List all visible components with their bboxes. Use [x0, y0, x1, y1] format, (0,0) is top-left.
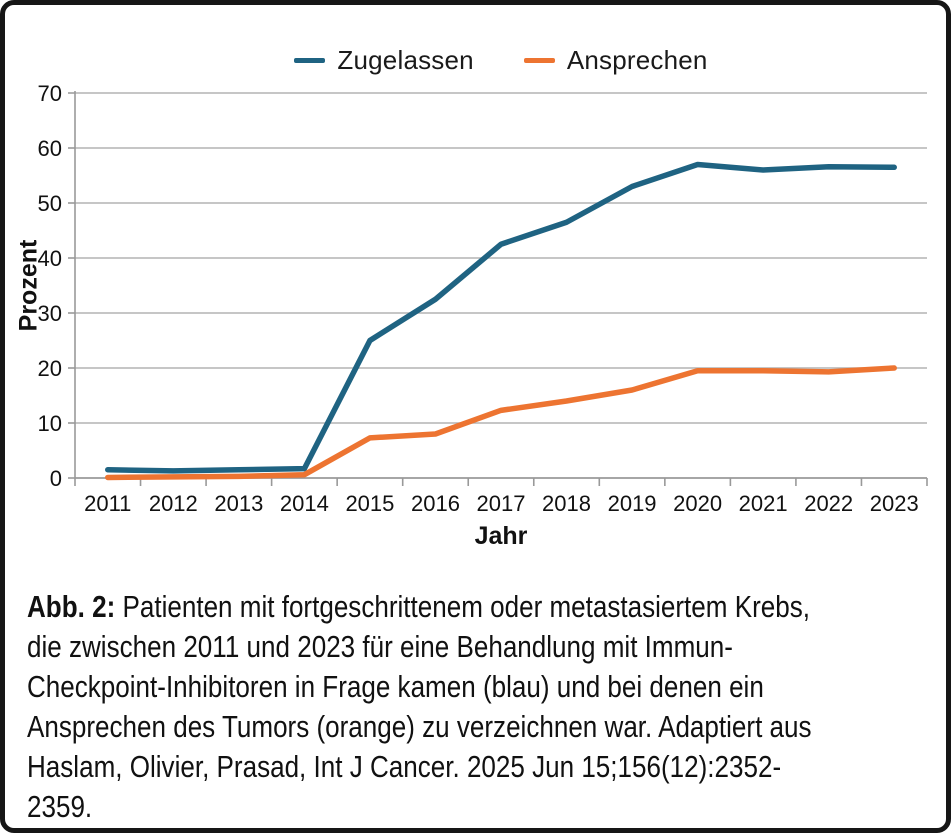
line-chart: 0 10 20 30 40 50 60 70 2011 2012 2013 2014 2015 2016 2… — [38, 81, 928, 516]
x-axis-tick-label: 2021 — [739, 491, 788, 516]
x-axis-tick-label: 2018 — [542, 491, 591, 516]
x-axis-tick-label: 2015 — [345, 491, 394, 516]
x-axis-tick-label: 2020 — [673, 491, 722, 516]
caption-line: Ansprechen des Tumors (orange) zu verzei… — [27, 709, 812, 744]
caption-line: Haslam, Olivier, Prasad, Int J Cancer. 2… — [27, 749, 782, 784]
legend-label-zugelassen: Zugelassen — [337, 45, 474, 75]
figure-caption: Abb. 2: Patienten mit fortgeschrittenem … — [27, 587, 946, 827]
y-axis-title: Prozent — [14, 239, 43, 332]
caption-line: 2359. — [27, 789, 93, 824]
legend-swatch-ansprechen — [523, 58, 555, 63]
x-axis-tick-label: 2023 — [870, 491, 919, 516]
caption-label: Abb. 2: — [27, 589, 116, 624]
x-axis-title: Jahr — [474, 522, 528, 550]
chart-legend: Zugelassen Ansprechen — [75, 45, 927, 76]
y-axis-tick-label: 70 — [38, 81, 62, 106]
legend-swatch-zugelassen — [294, 58, 326, 63]
caption-line: die zwischen 2011 und 2023 für eine Beha… — [27, 629, 733, 664]
series-line-zugelassen — [105, 161, 897, 474]
y-axis-tick-label: 0 — [50, 466, 62, 491]
y-axis-tick-label: 50 — [38, 191, 62, 216]
caption-text: Patienten mit fortgeschrittenem oder met… — [122, 589, 810, 624]
x-axis-tick-label: 2011 — [84, 491, 131, 516]
x-axis-tick-label: 2013 — [214, 491, 263, 516]
x-axis-tick-label: 2019 — [608, 491, 657, 516]
y-axis-tick-label: 10 — [38, 411, 62, 436]
chart-area: Zugelassen Ansprechen 0 10 20 30 40 50 60 70 2011… — [5, 5, 946, 565]
series-line-ansprechen — [105, 365, 897, 481]
y-axis-title-wrap: Prozent — [5, 93, 53, 478]
x-axis-tick-label: 2017 — [477, 491, 526, 516]
y-axis-tick-label: 30 — [38, 301, 62, 326]
legend-item-ansprechen: Ansprechen — [523, 45, 708, 76]
x-axis-tick-label: 2016 — [411, 491, 460, 516]
legend-label-ansprechen: Ansprechen — [566, 45, 708, 75]
x-axis-tick-label: 2014 — [280, 491, 329, 516]
y-axis-tick-label: 60 — [38, 136, 62, 161]
x-axis-tick-label: 2022 — [804, 491, 853, 516]
x-axis-tick-label: 2012 — [149, 491, 198, 516]
y-axis-tick-label: 40 — [38, 246, 62, 271]
caption-line: Abb. 2: Patienten mit fortgeschrittenem … — [27, 587, 946, 627]
caption-line: Checkpoint-Inhibitoren in Frage kamen (b… — [27, 669, 764, 704]
y-axis-tick-label: 20 — [38, 356, 62, 381]
legend-item-zugelassen: Zugelassen — [294, 45, 474, 76]
